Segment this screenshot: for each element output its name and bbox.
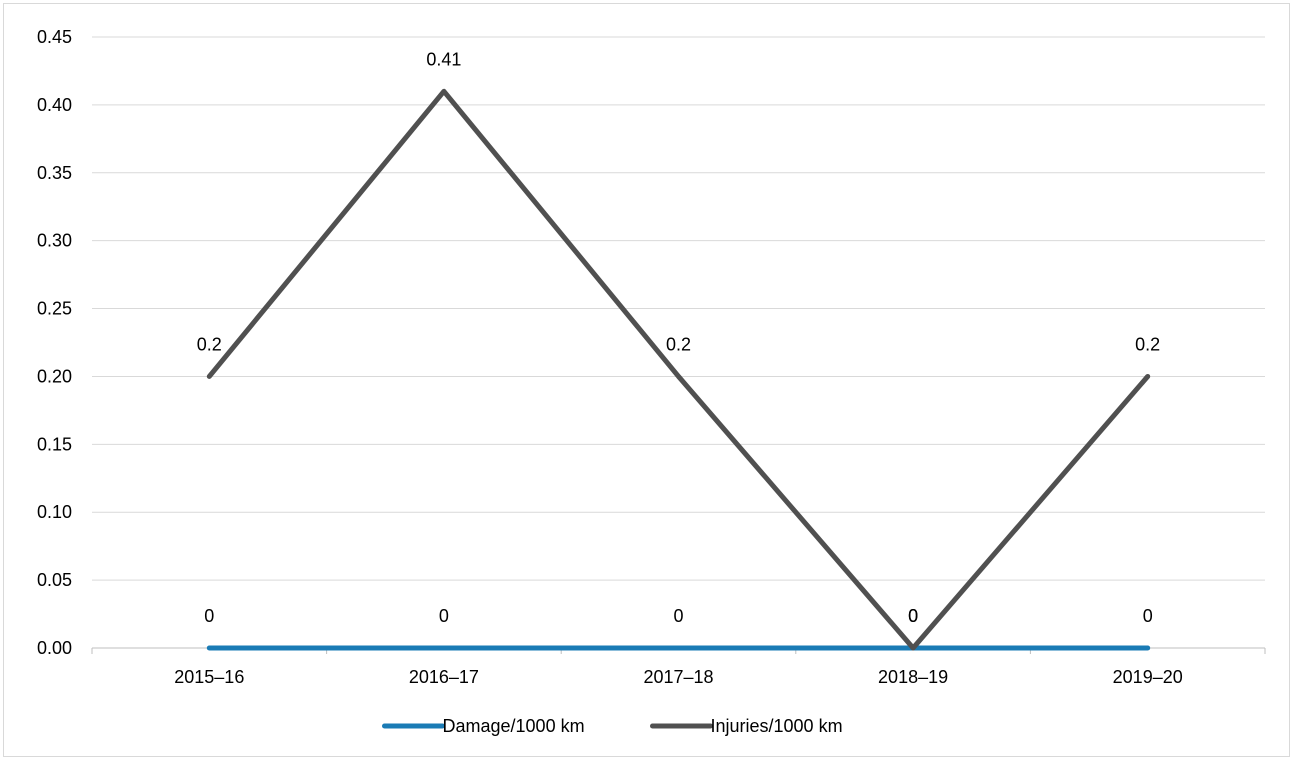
- y-tick-label: 0.35: [37, 163, 72, 183]
- legend-label: Damage/1000 km: [443, 716, 585, 736]
- data-label: 0: [908, 606, 918, 626]
- x-tick-labels: 2015–16 2016–17 2017–18 2018–19 2019–20: [174, 667, 1182, 687]
- y-tick-label: 0.20: [37, 366, 72, 386]
- data-label: 0: [204, 606, 214, 626]
- data-label: 0: [908, 606, 918, 626]
- y-tick-label: 0.30: [37, 231, 72, 251]
- y-tick-labels: 0.00 0.05 0.10 0.15 0.20 0.25 0.30 0.35 0.40 0.45: [37, 27, 72, 658]
- gridlines: [92, 36, 1265, 581]
- y-tick-label: 0.15: [37, 434, 72, 454]
- data-label: 0.2: [666, 334, 691, 354]
- series-line-injuries: [206, 88, 1151, 651]
- y-tick-label: 0.40: [37, 95, 72, 115]
- y-tick-label: 0.45: [37, 27, 72, 47]
- legend: Damage/1000 km Injuries/1000 km: [382, 716, 843, 736]
- x-tick-label: 2015–16: [174, 667, 244, 687]
- data-label: 0.2: [197, 334, 222, 354]
- data-label: 0: [673, 606, 683, 626]
- y-tick-label: 0.25: [37, 299, 72, 319]
- data-label: 0.41: [426, 49, 461, 69]
- chart-frame: [3, 3, 1290, 757]
- x-tick-label: 2016–17: [409, 667, 479, 687]
- data-labels: 0 0 0 0 00.20.410.200.2: [197, 49, 1160, 626]
- y-tick-label: 0.10: [37, 502, 72, 522]
- x-tick-label: 2017–18: [643, 667, 713, 687]
- y-tick-label: 0.05: [37, 570, 72, 590]
- legend-label: Injuries/1000 km: [711, 716, 843, 736]
- data-label: 0.2: [1135, 334, 1160, 354]
- data-label: 0: [1143, 606, 1153, 626]
- x-tick-label: 2018–19: [878, 667, 948, 687]
- x-tick-label: 2019–20: [1113, 667, 1183, 687]
- data-label: 0: [439, 606, 449, 626]
- y-tick-label: 0.00: [37, 638, 72, 658]
- series-lines: [206, 88, 1151, 651]
